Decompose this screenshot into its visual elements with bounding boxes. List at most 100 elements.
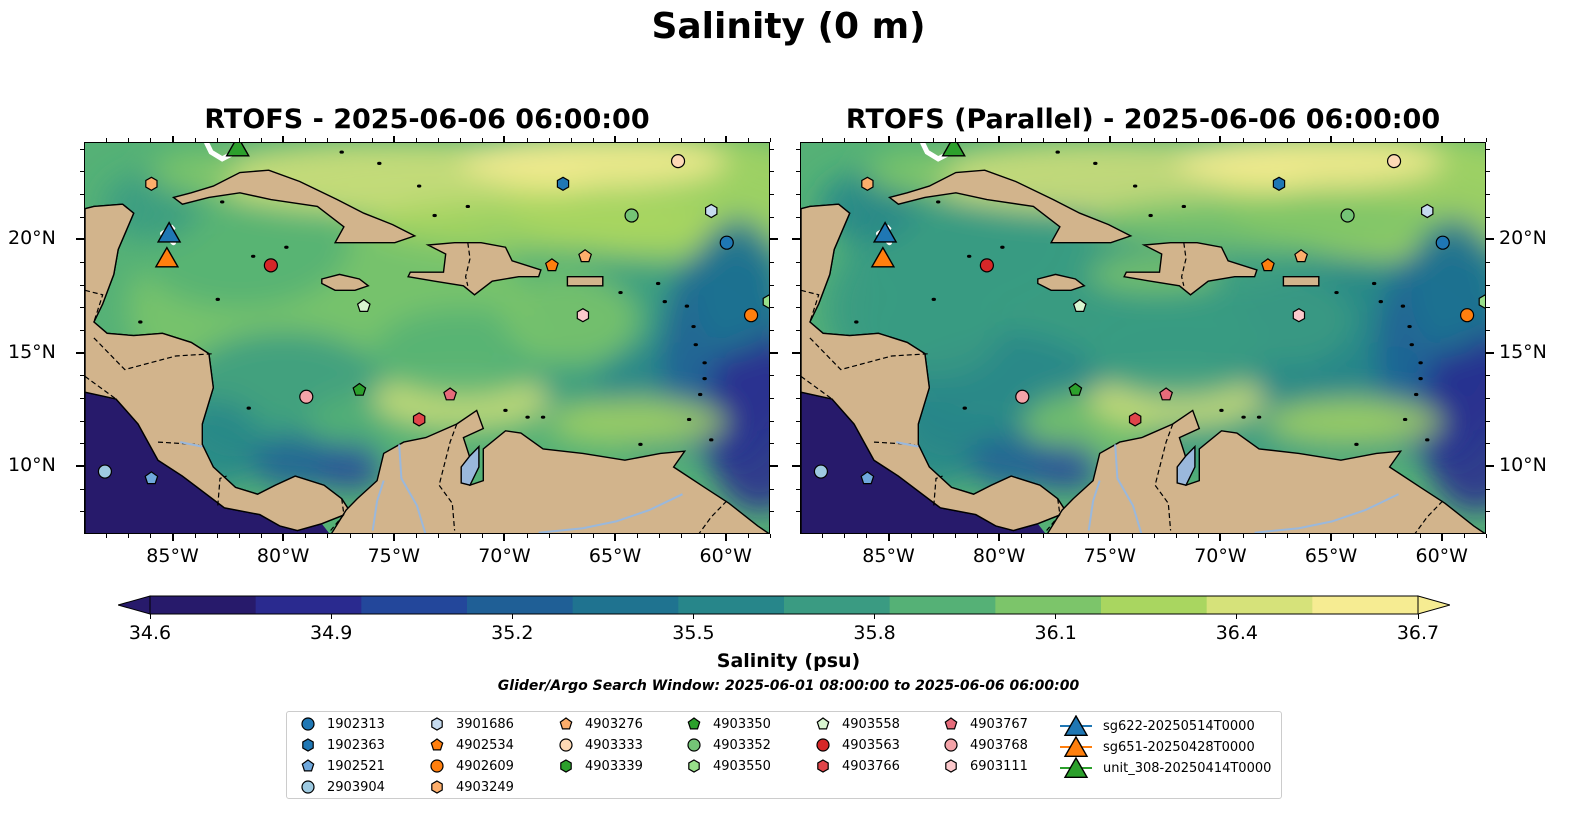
lon-minor-tick [172, 138, 174, 142]
legend-label: 4903558 [842, 716, 900, 732]
lon-minor-tick [725, 138, 727, 142]
float-marker-6903111 [1292, 308, 1306, 323]
island [686, 417, 692, 422]
lon-minor-tick [1087, 534, 1089, 538]
salinity-map-rtofs-parallel[interactable] [800, 142, 1486, 534]
island [655, 281, 661, 286]
island [702, 377, 707, 381]
lat-tick-mark [770, 351, 778, 354]
lon-minor-tick [1397, 534, 1399, 538]
island [1418, 377, 1423, 381]
lon-minor-tick [770, 534, 771, 538]
lat-minor-tick [80, 284, 84, 286]
lat-minor-tick [770, 375, 774, 377]
lon-minor-tick [261, 138, 263, 142]
float-marker-4903333 [1386, 154, 1402, 169]
legend-entry: 4903276 [557, 715, 643, 733]
lat-minor-tick [796, 420, 800, 422]
lon-minor-tick [1441, 138, 1443, 142]
glider-marker-sg651-20250428T0000 [870, 246, 896, 268]
lon-minor-tick [261, 534, 263, 538]
lake-maracaibo [1176, 444, 1196, 487]
colorbar-segment [784, 596, 891, 614]
colorbar-tick-label: 36.1 [1034, 622, 1077, 644]
panel-title-rtofs: RTOFS - 2025-06-06 06:00:00 [204, 104, 650, 135]
salinity-map-rtofs[interactable] [84, 142, 770, 534]
salinity-patch [966, 435, 1056, 490]
land [85, 169, 769, 533]
lat-minor-tick [770, 307, 774, 309]
rivers [895, 441, 1399, 533]
lon-minor-tick [1353, 534, 1355, 538]
central-america-coast [801, 203, 1068, 532]
lon-minor-tick [747, 534, 749, 538]
country-border [464, 242, 471, 286]
legend-label: 4903249 [456, 779, 514, 795]
legend-label: 4903276 [585, 716, 643, 732]
island [246, 406, 251, 410]
lon-minor-tick [1065, 138, 1067, 142]
country-border [1046, 498, 1061, 531]
float-marker-3901686 [1420, 203, 1434, 219]
island [966, 254, 972, 258]
island [540, 415, 546, 419]
colorbar-label: Salinity (psu) [716, 650, 861, 672]
legend-entry: 4903767 [942, 715, 1028, 733]
lat-minor-tick [796, 488, 800, 490]
legend-marker [431, 780, 443, 794]
lon-minor-tick [681, 534, 683, 538]
lat-tick-label-right: 10°N [1499, 454, 1547, 477]
lon-minor-tick [977, 138, 979, 142]
float-marker-4903249 [861, 176, 874, 191]
legend-marker [816, 717, 830, 730]
salinity-field [818, 143, 1485, 513]
river [179, 441, 203, 448]
river [1114, 444, 1143, 533]
island [1409, 343, 1414, 347]
lon-minor-tick [1286, 534, 1288, 538]
legend-entry: 4903766 [814, 757, 900, 775]
lat-minor-tick [796, 398, 800, 400]
rivers [179, 441, 683, 533]
float-marker-2903904 [97, 464, 113, 479]
lat-minor-tick [1486, 148, 1490, 150]
legend-label: 4903352 [713, 737, 771, 753]
river [538, 493, 683, 533]
lat-minor-tick [770, 420, 774, 422]
legend-marker [431, 717, 443, 731]
lon-minor-tick [1198, 138, 1200, 142]
lon-minor-tick [1419, 534, 1421, 538]
river [1087, 480, 1101, 531]
lake-maracaibo [460, 444, 480, 487]
legend-entry: 4903550 [685, 757, 771, 775]
pentagon-marker-icon [301, 759, 315, 772]
colorbar-frame [149, 595, 1419, 615]
lon-minor-tick [172, 534, 174, 538]
glider-marker-unit_308-20250414T0000 [941, 143, 966, 157]
lat-minor-tick [1486, 443, 1490, 445]
lat-minor-tick [796, 216, 800, 218]
lat-minor-tick [796, 284, 800, 286]
island [215, 297, 220, 301]
lon-minor-tick [238, 534, 240, 538]
float-marker-4903766 [412, 412, 426, 427]
lon-minor-tick [954, 138, 956, 142]
float-marker-4902534 [1260, 258, 1275, 272]
lon-minor-tick [548, 138, 550, 142]
lon-minor-tick [954, 534, 956, 538]
island [618, 290, 623, 295]
lon-minor-tick [283, 138, 285, 142]
river [1254, 493, 1399, 533]
pentagon-marker-icon [944, 717, 958, 730]
legend-entry: 2903904 [299, 778, 385, 796]
lat-minor-tick [1486, 194, 1490, 196]
lon-tick-label: 80°W [256, 545, 310, 567]
lon-minor-tick [1154, 534, 1156, 538]
lon-minor-tick [570, 534, 572, 538]
float-marker-4903333 [670, 154, 686, 169]
lat-minor-tick [1486, 216, 1490, 218]
lon-minor-tick [128, 138, 130, 142]
lon-minor-tick [1198, 534, 1200, 538]
colorbar-tick-mark [874, 614, 876, 619]
float-marker-4902609 [1459, 308, 1475, 323]
